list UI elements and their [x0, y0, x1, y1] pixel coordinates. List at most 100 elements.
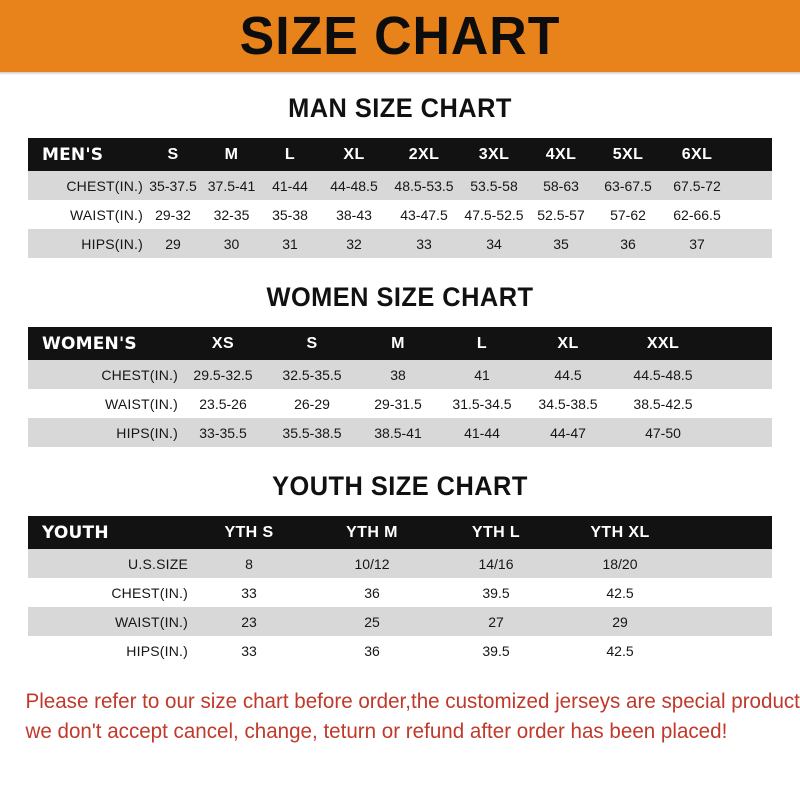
table-row: WAIST(IN.) 23.5-26 26-29 29-31.5 31.5-34.5 34…: [28, 389, 772, 418]
spacer-women-youth: [0, 447, 800, 473]
men-header-trailing-cell: [732, 138, 772, 171]
women-size-table: WOMEN'S XS S M L XL XXL CHEST(IN.) 29.5-32.5 32.5…: [28, 327, 772, 447]
size-chart-banner: SIZE CHART: [0, 0, 800, 72]
men-measurement-cell: 44-48.5: [330, 177, 378, 194]
table-row: CHEST(IN.) 29.5-32.5 32.5-35.5 38 41 44.5 44.5…: [28, 360, 772, 389]
men-column-header: 2XL: [408, 145, 440, 163]
men-measurement-cell: 67.5-72: [673, 177, 721, 194]
women-measurement-cell: 34.5-38.5: [538, 395, 598, 412]
men-measurement-cell: 58-63: [543, 177, 579, 194]
table-row: CHEST(IN.) 33 36 39.5 42.5: [28, 578, 772, 607]
disclaimer-line-1: Please refer to our size chart before or…: [25, 690, 800, 713]
men-measurement-cell: 52.5-57: [537, 206, 585, 223]
men-section-title: MAN SIZE CHART: [288, 93, 512, 123]
women-measurement-cell: 35.5-38.5: [282, 424, 342, 441]
youth-measurement-cell: 23: [241, 613, 257, 630]
women-measurement-cell: 44-47: [550, 424, 586, 441]
women-measurement-cell: 41: [474, 366, 490, 383]
youth-measurement-cell: 14/16: [478, 555, 514, 572]
women-row-label: WAIST(IN.): [104, 395, 178, 412]
youth-column-header: YTH XL: [590, 523, 650, 541]
youth-column-header: YTH L: [471, 523, 521, 541]
men-measurement-cell: 37.5-41: [207, 177, 256, 194]
youth-row-label: U.S.SIZE: [128, 555, 188, 572]
men-column-header: 5XL: [612, 145, 644, 163]
men-measurement-cell: 35: [553, 235, 569, 252]
youth-row-trailing-cell: [682, 549, 772, 578]
women-measurement-cell: 44.5-48.5: [633, 366, 693, 383]
men-measurement-cell: 47.5-52.5: [464, 206, 524, 223]
men-measurement-cell: 62-66.5: [673, 206, 721, 223]
women-row-trailing-cell: [714, 360, 772, 389]
men-column-header: 3XL: [478, 145, 510, 163]
men-row-label: HIPS(IN.): [81, 235, 143, 252]
youth-measurement-cell: 8: [245, 555, 253, 572]
men-size-section: MAN SIZE CHART MEN'S S M L XL 2XL 3XL 4XL 5XL 6XL…: [0, 95, 800, 258]
youth-measurement-cell: 33: [241, 642, 257, 659]
youth-column-header: YTH S: [224, 523, 274, 541]
men-measurement-cell: 48.5-53.5: [394, 177, 454, 194]
women-measurement-cell: 44.5: [554, 366, 582, 383]
youth-column-header: YTH M: [346, 523, 398, 541]
men-size-table: MEN'S S M L XL 2XL 3XL 4XL 5XL 6XL CHEST(IN.) 35-37…: [28, 138, 772, 258]
youth-header-trailing-cell: [682, 516, 772, 549]
spacer-women: [28, 311, 772, 327]
table-row: WAIST(IN.) 23 25 27 29: [28, 607, 772, 636]
men-measurement-cell: 34: [486, 235, 502, 252]
men-row-trailing-cell: [732, 200, 772, 229]
youth-measurement-cell: 33: [241, 584, 257, 601]
youth-row-trailing-cell: [682, 578, 772, 607]
men-measurement-cell: 35-38: [272, 206, 308, 223]
women-measurement-cell: 26-29: [294, 395, 330, 412]
youth-measurement-cell: 42.5: [606, 584, 634, 601]
women-section-title: WOMEN SIZE CHART: [266, 282, 534, 312]
men-measurement-cell: 31: [282, 235, 298, 252]
women-table-corner-label: WOMEN'S: [42, 333, 137, 354]
men-measurement-cell: 33: [416, 235, 432, 252]
men-measurement-cell: 38-43: [336, 206, 372, 223]
women-table-header-row: WOMEN'S XS S M L XL XXL: [28, 327, 772, 360]
women-measurement-cell: 31.5-34.5: [452, 395, 512, 412]
men-row-trailing-cell: [732, 171, 772, 200]
youth-row-label: WAIST(IN.): [114, 613, 188, 630]
men-measurement-cell: 37: [689, 235, 705, 252]
women-row-trailing-cell: [714, 418, 772, 447]
women-measurement-cell: 32.5-35.5: [282, 366, 342, 383]
youth-table-corner-label: YOUTH: [42, 522, 109, 543]
women-column-header: XS: [211, 334, 235, 352]
banner-shadow-divider: [0, 72, 800, 75]
spacer-youth: [28, 500, 772, 516]
men-column-header: M: [224, 145, 239, 163]
youth-measurement-cell: 29: [612, 613, 628, 630]
table-row: HIPS(IN.) 29 30 31 32 33 34 35 36 37: [28, 229, 772, 258]
disclaimer-line-2: we don't accept cancel, change, teturn o…: [25, 720, 728, 743]
youth-row-trailing-cell: [682, 636, 772, 665]
youth-measurement-cell: 25: [364, 613, 380, 630]
men-measurement-cell: 36: [620, 235, 636, 252]
spacer-disclaimer: [0, 665, 800, 687]
women-measurement-cell: 47-50: [645, 424, 681, 441]
table-row: WAIST(IN.) 29-32 32-35 35-38 38-43 43-47.5 47.…: [28, 200, 772, 229]
women-measurement-cell: 33-35.5: [199, 424, 247, 441]
youth-section-title: YOUTH SIZE CHART: [272, 471, 528, 501]
spacer-men-women: [0, 258, 800, 284]
men-row-label: CHEST(IN.): [66, 177, 143, 194]
men-measurement-cell: 43-47.5: [400, 206, 448, 223]
women-measurement-cell: 29.5-32.5: [193, 366, 253, 383]
men-table-header-row: MEN'S S M L XL 2XL 3XL 4XL 5XL 6XL: [28, 138, 772, 171]
women-row-trailing-cell: [714, 389, 772, 418]
table-row: HIPS(IN.) 33 36 39.5 42.5: [28, 636, 772, 665]
women-column-header: XXL: [646, 334, 680, 352]
men-measurement-cell: 29-32: [155, 206, 191, 223]
youth-measurement-cell: 42.5: [606, 642, 634, 659]
men-measurement-cell: 57-62: [610, 206, 646, 223]
women-header-trailing-cell: [714, 327, 772, 360]
men-column-header: 4XL: [545, 145, 577, 163]
youth-measurement-cell: 36: [364, 642, 380, 659]
men-column-header: L: [284, 145, 296, 163]
women-column-header: M: [391, 334, 405, 352]
men-measurement-cell: 53.5-58: [470, 177, 518, 194]
women-row-label: CHEST(IN.): [101, 366, 178, 383]
youth-size-section: YOUTH SIZE CHART YOUTH YTH S YTH M YTH L YTH…: [0, 473, 800, 665]
women-measurement-cell: 23.5-26: [199, 395, 247, 412]
